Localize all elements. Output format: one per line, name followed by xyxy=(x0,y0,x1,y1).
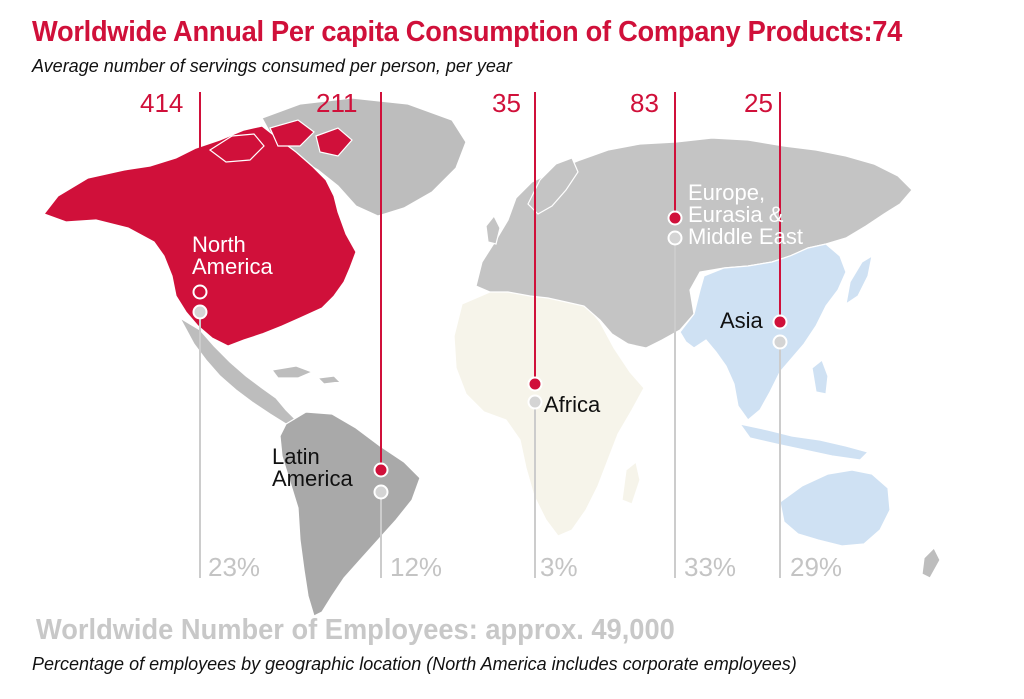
land-layer xyxy=(43,97,941,617)
latin-america-region-label: Latin America xyxy=(272,444,353,491)
arctic-islands-shape xyxy=(208,119,353,163)
europe-eurasia-middle-east-consumption-marker xyxy=(667,210,683,226)
new-zealand-shape xyxy=(921,546,941,579)
north-america-region-label: North America xyxy=(192,232,273,279)
asia-shape xyxy=(679,243,847,421)
employees-title: Worldwide Number of Employees: approx. 4… xyxy=(36,614,675,646)
north-america-consumption-value: 414 xyxy=(140,88,183,118)
europe-eurasia-middle-east-region-label: Europe, Eurasia & Middle East xyxy=(688,180,803,249)
north-america-employee-percent: 23% xyxy=(208,552,260,582)
europe-eurasia-middle-east-consumption-value: 83 xyxy=(630,88,659,118)
latin-america-employee-marker xyxy=(373,484,389,500)
philippines-shape xyxy=(811,359,829,395)
japan-shape xyxy=(845,254,873,306)
asia-employee-marker xyxy=(772,334,788,350)
scandinavia-shape xyxy=(527,157,579,215)
employees-subtitle: Percentage of employees by geographic lo… xyxy=(32,654,797,674)
north-america-consumption-marker xyxy=(192,284,208,300)
caribbean-shape xyxy=(270,365,342,385)
africa-employee-percent: 3% xyxy=(540,552,578,582)
europe-eurasia-middle-east-employee-marker xyxy=(667,230,683,246)
page-subtitle: Average number of servings consumed per … xyxy=(32,56,512,76)
europe-eurasia-middle-east-employee-percent: 33% xyxy=(684,552,736,582)
latin-america-consumption-marker xyxy=(373,462,389,478)
indonesia-shape xyxy=(738,423,870,461)
australia-shape xyxy=(779,469,891,547)
asia-consumption-marker xyxy=(772,314,788,330)
south-america-shape xyxy=(279,411,421,617)
africa-employee-marker xyxy=(527,394,543,410)
asia-employee-percent: 29% xyxy=(790,552,842,582)
page-title: Worldwide Annual Per capita Consumption … xyxy=(32,16,903,48)
africa-consumption-marker xyxy=(527,376,543,392)
africa-region-label: Africa xyxy=(544,392,601,417)
uk-shape xyxy=(485,214,501,245)
madagascar-shape xyxy=(621,460,641,505)
eurasia-shape xyxy=(475,137,913,349)
latin-america-employee-percent: 12% xyxy=(390,552,442,582)
region-markers: 414 23% North America 211 12% Latin America 35 3%… xyxy=(140,88,842,582)
north-america-employee-marker xyxy=(192,304,208,320)
region-connectors xyxy=(199,92,781,578)
asia-consumption-value: 25 xyxy=(744,88,773,118)
latin-america-consumption-value: 211 xyxy=(316,88,357,118)
asia-region-label: Asia xyxy=(720,308,764,333)
africa-consumption-value: 35 xyxy=(492,88,521,118)
